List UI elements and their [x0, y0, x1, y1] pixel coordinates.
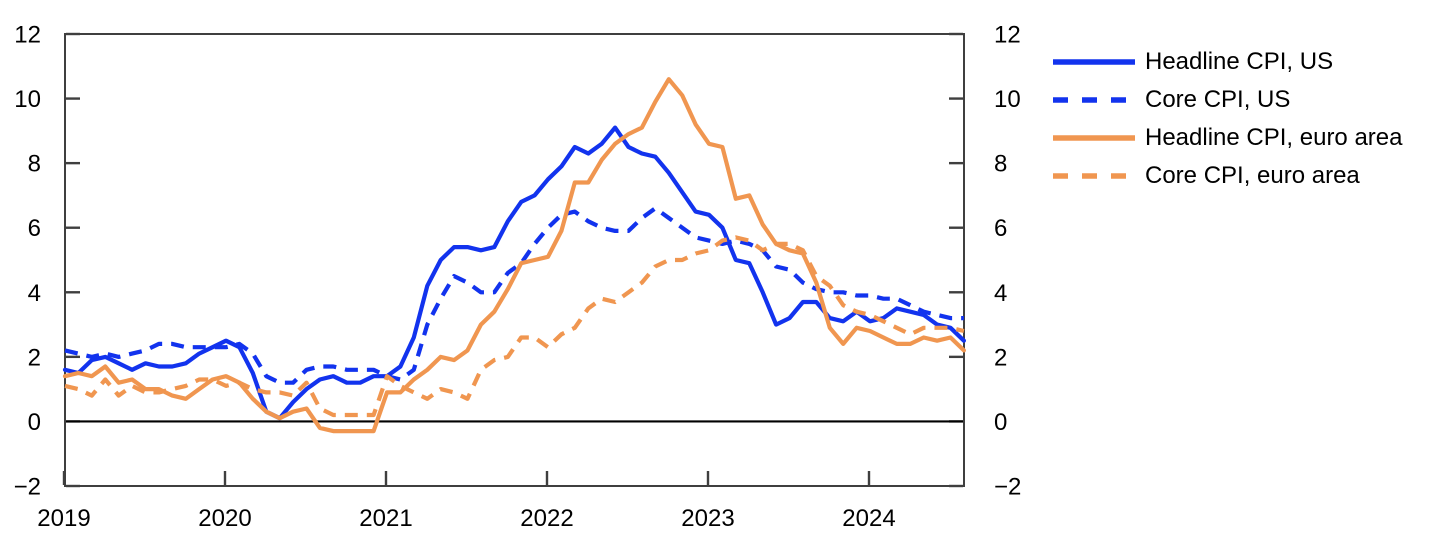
solid-line-euro-icon: [1053, 135, 1135, 141]
legend-item-headline-cpi-us: Headline CPI, US: [1052, 43, 1402, 81]
y-axis-label-right: −2: [994, 474, 1021, 501]
y-axis-label-right: 10: [994, 86, 1021, 113]
y-axis-label-right: 2: [994, 344, 1007, 371]
y-axis-label-left: 0: [28, 409, 41, 436]
x-axis-label: 2022: [520, 505, 573, 532]
x-axis-label: 2023: [681, 505, 734, 532]
y-axis-label-left: −2: [14, 474, 41, 501]
y-axis-label-left: 10: [14, 86, 41, 113]
x-axis-label: 2021: [359, 505, 412, 532]
plot-frame: [64, 33, 965, 487]
core-cpi-euro-area-line: [64, 235, 965, 418]
cpi-chart-plot: −2 −2 0 0 2 2 4 4 6 6 8 8 10 10 12 12 2019 2020 2021 2022 20…: [14, 22, 1022, 533]
y-axis-label-left: 4: [28, 280, 41, 307]
legend-label-core-cpi-euro: Core CPI, euro area: [1145, 162, 1360, 189]
x-axis-label: 2020: [198, 505, 251, 532]
legend-label-core-cpi-us: Core CPI, US: [1145, 86, 1291, 113]
y-axis-label-left: 2: [28, 344, 41, 371]
legend-item-core-cpi-us: Core CPI, US: [1052, 81, 1402, 119]
y-axis-label-right: 0: [994, 409, 1007, 436]
dashed-line-us-icon: [1053, 97, 1135, 103]
x-axis-label: 2024: [842, 505, 895, 532]
headline-cpi-euro-area-line: [62, 77, 966, 434]
y-axis-label-left: 6: [28, 215, 41, 242]
legend-item-core-cpi-euro: Core CPI, euro area: [1052, 157, 1402, 195]
legend-label-headline-cpi-euro: Headline CPI, euro area: [1145, 124, 1403, 151]
dashed-line-euro-icon: [1053, 173, 1135, 179]
y-axis-label-right: 4: [994, 280, 1007, 307]
x-axis-label: 2019: [37, 505, 90, 532]
solid-line-us-icon: [1053, 59, 1135, 65]
legend: Headline CPI, US Core CPI, US Headline C…: [1052, 43, 1402, 195]
legend-label-headline-cpi-us: Headline CPI, US: [1145, 48, 1334, 75]
y-axis-label-right: 8: [994, 151, 1007, 178]
y-axis-label-left: 8: [28, 151, 41, 178]
y-axis-label-left: 12: [14, 22, 41, 49]
y-axis-label-right: 12: [994, 22, 1021, 49]
y-axis-label-right: 6: [994, 215, 1007, 242]
core-cpi-us-line: [64, 206, 964, 385]
legend-item-headline-cpi-euro: Headline CPI, euro area: [1052, 119, 1402, 157]
